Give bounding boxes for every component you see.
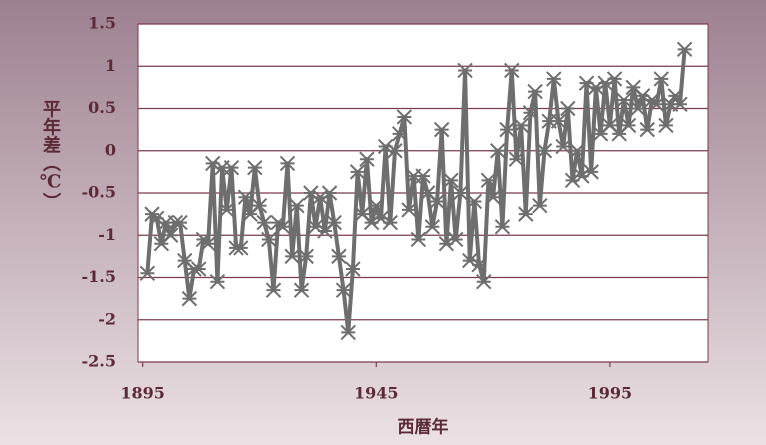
point-marker <box>200 235 216 252</box>
y-tick-label: -0.5 <box>82 183 116 202</box>
point-marker <box>293 282 310 298</box>
point-marker <box>391 126 408 142</box>
y-tick-label: -2 <box>98 309 116 328</box>
x-axis-label: 西暦年 <box>398 417 449 438</box>
point-marker <box>340 324 356 341</box>
y-tick-label: -2.5 <box>82 352 116 371</box>
point-marker <box>676 41 693 58</box>
point-marker <box>256 214 272 231</box>
y-tick-label: 1.5 <box>88 14 116 33</box>
point-marker <box>335 282 352 298</box>
point-marker <box>499 121 515 138</box>
x-tick-label: 1995 <box>588 384 633 403</box>
point-marker <box>345 261 361 277</box>
point-marker <box>648 96 665 112</box>
point-marker <box>191 261 207 277</box>
point-marker <box>433 121 450 138</box>
point-marker <box>209 274 226 290</box>
point-marker <box>639 121 655 138</box>
point-marker <box>298 248 314 265</box>
y-axis-label: 平年差（℃） <box>40 100 61 211</box>
point-marker <box>606 71 623 87</box>
point-marker <box>424 219 441 235</box>
point-marker <box>261 231 277 248</box>
point-marker <box>522 105 539 121</box>
point-marker <box>480 172 497 189</box>
point-marker <box>237 189 254 205</box>
point-marker <box>485 189 501 205</box>
point-marker <box>382 214 399 231</box>
y-tick-label: -1.5 <box>82 267 116 286</box>
point-marker <box>620 117 637 134</box>
point-marker <box>247 159 263 176</box>
point-marker <box>219 202 235 218</box>
point-marker <box>560 100 576 117</box>
point-marker <box>667 88 684 104</box>
point-marker <box>162 227 179 243</box>
point-marker <box>452 185 469 201</box>
point-marker <box>359 151 375 167</box>
point-marker <box>536 143 553 159</box>
point-marker <box>471 257 487 273</box>
point-marker <box>672 96 688 112</box>
point-marker <box>139 265 156 281</box>
point-marker <box>387 143 403 159</box>
point-marker <box>504 62 520 79</box>
point-marker <box>172 214 188 231</box>
point-marker <box>653 71 669 87</box>
point-marker <box>550 113 567 129</box>
point-marker <box>546 71 562 87</box>
x-tick-label: 1945 <box>354 384 399 403</box>
point-marker <box>616 92 632 108</box>
point-marker <box>284 248 300 265</box>
point-marker <box>532 197 548 214</box>
point-marker <box>410 231 427 248</box>
y-tick-label: -1 <box>98 225 116 244</box>
point-marker <box>396 109 413 125</box>
y-tick-label: 0.5 <box>88 98 116 117</box>
point-marker <box>494 219 511 235</box>
point-marker <box>513 117 529 134</box>
y-tick-label: 0 <box>105 140 116 159</box>
point-marker <box>508 151 525 167</box>
y-tick-label: 1 <box>105 56 116 75</box>
point-marker <box>476 274 492 290</box>
point-marker <box>326 214 342 231</box>
point-marker <box>251 197 268 214</box>
point-marker <box>457 62 473 79</box>
point-marker <box>443 172 459 189</box>
point-marker <box>181 290 198 307</box>
point-marker <box>429 193 445 210</box>
point-marker <box>630 100 646 117</box>
point-marker <box>289 197 305 214</box>
point-marker <box>415 168 431 184</box>
point-marker <box>368 197 384 214</box>
point-marker <box>466 193 483 210</box>
point-marker <box>569 143 585 159</box>
point-marker <box>223 159 240 176</box>
point-marker <box>447 231 464 248</box>
point-marker <box>331 248 347 265</box>
x-tick-label: 1895 <box>120 384 165 403</box>
point-marker <box>233 240 249 256</box>
point-marker <box>658 117 674 134</box>
point-marker <box>321 185 338 201</box>
point-marker <box>583 164 599 180</box>
point-marker <box>349 164 366 180</box>
point-marker <box>555 138 571 155</box>
point-marker <box>401 202 417 218</box>
point-marker <box>527 83 543 100</box>
point-marker <box>518 206 534 222</box>
point-marker <box>265 282 282 298</box>
point-marker <box>490 143 506 159</box>
point-marker <box>279 155 296 172</box>
point-marker <box>275 219 291 235</box>
